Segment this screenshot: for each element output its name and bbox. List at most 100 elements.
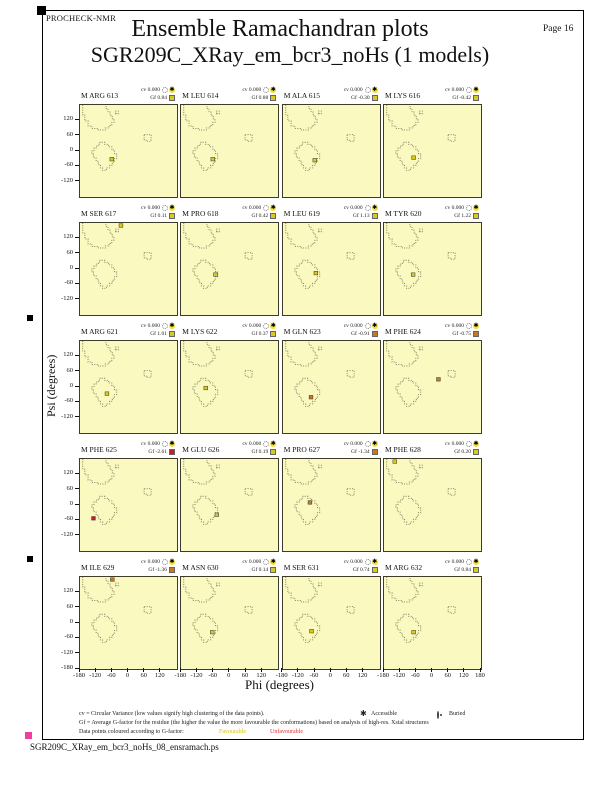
x-tick: [479, 668, 481, 672]
alpha-region-outline: [395, 141, 422, 171]
buried-circle-icon: [437, 711, 442, 719]
cv-value: cv 0.000: [343, 323, 363, 329]
y-tick-label: 60: [66, 130, 74, 138]
cv-value: cv 0.000: [242, 559, 262, 565]
subplot-header: M SER 631 cv 0.000 ✱ Gf 0.74: [282, 558, 379, 576]
buried-label: Buried: [449, 711, 466, 717]
registration-mark-top-left: [37, 6, 46, 15]
y-tick-label: 0: [69, 264, 73, 271]
residue-label: M PHE 625: [81, 445, 117, 454]
accessible-star-icon: ✱: [169, 440, 175, 447]
y-tick: [75, 134, 79, 136]
gf-value: Gf -1.34: [351, 449, 370, 455]
y-tick: [75, 354, 79, 356]
cv-value: cv 0.000: [141, 323, 160, 329]
cv-value: cv 0.000: [445, 323, 464, 329]
beta-region-outline: [284, 577, 318, 603]
plot-area: [281, 222, 381, 316]
accessible-star-icon: ✱: [371, 440, 378, 447]
beta-region-outline: [82, 577, 115, 603]
cv-value: cv 0.000: [141, 559, 160, 565]
gf-value: Gf 0.42: [251, 213, 269, 219]
gf-value: Gf 0.19: [251, 449, 269, 455]
y-tick-label: 0: [69, 618, 73, 625]
dashed-circle-icon: [263, 558, 270, 565]
x-tick: [382, 668, 384, 672]
beta-subregion-outline: [216, 228, 221, 233]
alpha-region-outline: [91, 377, 118, 407]
y-tick: [75, 534, 79, 536]
cv-value: cv 0.000: [445, 559, 464, 565]
dashed-circle-icon: [466, 322, 472, 329]
plot-area: [383, 576, 482, 670]
ramachandran-subplot: M ARG 613 cv 0.000 ✱ Gf 0.84: [79, 86, 178, 198]
y-tick-label: -120: [61, 176, 73, 184]
gfactor-square-icon: [473, 448, 479, 455]
data-point: [411, 155, 416, 160]
beta-subregion-outline: [317, 346, 322, 351]
x-tick-label: 120: [458, 672, 469, 679]
y-tick: [75, 606, 79, 608]
alpha-region-outline: [91, 141, 118, 171]
y-tick: [75, 282, 79, 284]
data-point: [214, 512, 220, 517]
residue-label: M PRO 618: [182, 209, 219, 218]
y-tick: [75, 236, 79, 238]
gfactor-square-icon: [270, 566, 277, 573]
x-tick: [159, 668, 161, 672]
dashed-circle-icon: [162, 86, 168, 93]
accessible-star-icon: ✱: [169, 558, 175, 565]
x-tick: [345, 668, 347, 672]
beta-region-outline: [284, 105, 318, 131]
y-tick-label: -60: [64, 397, 73, 405]
left-alpha-region-outline: [346, 606, 355, 614]
x-tick-label: 60: [444, 672, 451, 679]
ramachandran-subplot: M PHE 625 cv 0.000 ✱ Gf -2.61: [79, 440, 178, 552]
x-tick-label: 60: [241, 672, 249, 679]
x-tick-label: -180: [174, 672, 187, 679]
residue-label: M PHE 628: [385, 445, 421, 454]
y-tick-label: 120: [63, 587, 73, 595]
left-alpha-region-outline: [447, 134, 456, 142]
alpha-region-outline: [395, 495, 422, 525]
left-alpha-region-outline: [244, 134, 253, 142]
left-alpha-region-outline: [244, 488, 253, 496]
y-tick: [75, 416, 79, 418]
alpha-region-outline: [192, 141, 219, 171]
plot-area: [180, 458, 280, 552]
accessible-label: Accessible: [371, 711, 397, 717]
x-tick-label: -60: [309, 672, 319, 679]
x-tick: [463, 668, 465, 672]
dashed-circle-icon: [364, 86, 371, 93]
beta-subregion-outline: [115, 464, 119, 469]
alpha-region-outline: [294, 495, 320, 525]
ramachandran-subplot: M LEU 614 cv 0.000 ✱ Gf 0.88: [180, 86, 280, 198]
x-tick-label: -120: [89, 672, 102, 679]
dashed-circle-icon: [364, 440, 371, 447]
subplot-header: M ARG 621 cv 0.000 ✱ Gf 1.01: [79, 322, 176, 340]
dashed-circle-icon: [364, 204, 371, 211]
dashed-circle-icon: [263, 322, 270, 329]
beta-region-outline: [183, 459, 216, 485]
x-tick: [297, 668, 299, 672]
y-tick: [75, 370, 79, 372]
gf-value: Gf 0.14: [251, 567, 269, 573]
beta-subregion-outline: [115, 582, 119, 587]
gf-value: Gf -0.42: [452, 95, 471, 101]
x-tick: [228, 668, 230, 672]
beta-region-outline: [82, 105, 115, 131]
accessible-star-icon: ✱: [270, 558, 277, 565]
cv-value: cv 0.000: [141, 205, 160, 211]
accessible-star-icon: ✱: [473, 558, 479, 565]
cv-value: cv 0.000: [242, 87, 262, 93]
dashed-circle-icon: [162, 322, 168, 329]
footer-legend: cv = Circular Variance (low values signi…: [79, 710, 549, 736]
y-tick: [75, 385, 79, 387]
beta-region-outline: [386, 223, 419, 249]
beta-region-outline: [284, 223, 318, 249]
beta-region-outline: [386, 459, 419, 485]
x-tick: [281, 668, 283, 672]
beta-region-outline: [386, 341, 419, 367]
cv-value: cv 0.000: [343, 87, 363, 93]
